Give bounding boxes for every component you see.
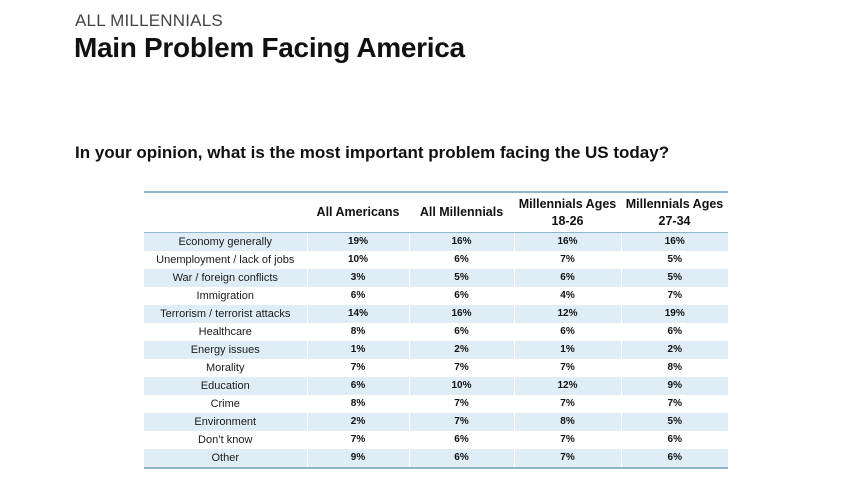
table-row: War / foreign conflicts 3% 5% 6% 5% — [144, 269, 728, 287]
value-all-americans: 7% — [306, 431, 409, 449]
value-millennials-18-26: 7% — [513, 395, 621, 413]
row-label: Other — [144, 449, 307, 469]
value-millennials-18-26: 6% — [513, 269, 621, 287]
survey-question: In your opinion, what is the most import… — [75, 143, 670, 162]
value-millennials-27-34: 8% — [620, 359, 728, 377]
row-label: Crime — [210, 398, 240, 410]
table-row: Education 6% 10% 12% 9% — [144, 377, 728, 395]
table-row: Healthcare 8% 6% 6% 6% — [144, 323, 728, 341]
section-kicker: ALL MILLENNIALS — [75, 11, 223, 30]
value-millennials-27-34: 5% — [620, 269, 728, 287]
value-all-americans: 14% — [306, 305, 409, 323]
value-millennials-18-26: 12% — [513, 305, 621, 323]
value-all-millennials: 5% — [408, 269, 514, 287]
value-all-americans: 8% — [306, 323, 409, 341]
value-all-americans: 9% — [306, 449, 409, 469]
row-label: Terrorism / terrorist attacks — [144, 305, 307, 323]
value-all-millennials: 6% — [408, 431, 514, 449]
value-millennials-27-34: 2% — [620, 341, 728, 359]
value-all-millennials: 6% — [408, 251, 514, 269]
table-row: Environment 2% 7% 8% 5% — [144, 413, 728, 431]
table-header-row: All Americans All Millennials Millennial… — [144, 192, 728, 233]
row-label: Healthcare — [198, 326, 252, 338]
row-label: Immigration — [196, 290, 254, 302]
row-label: Don’t know — [198, 434, 253, 446]
row-label: Unemployment / lack of jobs — [156, 254, 295, 266]
table-body: Economy generally 19% 16% 16% 16% Unemploymen… — [144, 232, 728, 469]
value-millennials-18-26: 8% — [513, 413, 621, 431]
results-table: All Americans All Millennials Millennial… — [144, 191, 728, 469]
value-millennials-27-34: 16% — [620, 232, 728, 251]
value-millennials-27-34: 5% — [620, 251, 728, 269]
row-label: Economy generally — [144, 232, 307, 251]
value-millennials-27-34: 6% — [620, 449, 728, 469]
value-all-millennials: 2% — [408, 341, 514, 359]
value-all-millennials: 6% — [408, 287, 514, 305]
value-all-americans: 7% — [306, 359, 409, 377]
value-all-americans: 19% — [306, 232, 409, 251]
value-millennials-18-26: 16% — [513, 232, 621, 251]
row-label: Environment — [144, 413, 307, 431]
value-millennials-27-34: 7% — [620, 395, 728, 413]
column-header-all-americans: All Americans — [307, 192, 409, 233]
column-header-label — [144, 192, 307, 233]
table-row: Energy issues 1% 2% 1% 2% — [144, 341, 728, 359]
value-all-americans: 10% — [306, 251, 409, 269]
value-millennials-18-26: 7% — [513, 359, 621, 377]
value-all-americans: 6% — [306, 377, 409, 395]
row-label: Education — [144, 377, 307, 395]
value-millennials-27-34: 6% — [620, 431, 728, 449]
value-millennials-27-34: 5% — [620, 413, 728, 431]
value-millennials-18-26: 6% — [513, 323, 621, 341]
value-millennials-18-26: 7% — [513, 449, 621, 469]
table-row: Immigration 6% 6% 4% 7% — [144, 287, 728, 305]
value-all-millennials: 7% — [408, 359, 514, 377]
value-all-millennials: 7% — [408, 395, 514, 413]
value-millennials-18-26: 1% — [513, 341, 621, 359]
value-all-millennials: 6% — [408, 449, 514, 469]
value-all-millennials: 7% — [408, 413, 514, 431]
value-millennials-18-26: 4% — [513, 287, 621, 305]
table-row: Don’t know 7% 6% 7% 6% — [144, 431, 728, 449]
value-all-americans: 2% — [306, 413, 409, 431]
table-row: Other 9% 6% 7% 6% — [144, 449, 728, 469]
row-label: Morality — [205, 362, 245, 374]
value-millennials-27-34: 7% — [620, 287, 728, 305]
column-header-millennials-27-34: Millennials Ages 27-34 — [621, 192, 728, 233]
value-all-millennials: 16% — [408, 232, 514, 251]
value-millennials-27-34: 6% — [620, 323, 728, 341]
table-row: Crime 8% 7% 7% 7% — [144, 395, 728, 413]
value-millennials-18-26: 7% — [513, 431, 621, 449]
column-header-millennials-18-26: Millennials Ages 18-26 — [514, 192, 621, 233]
value-millennials-18-26: 12% — [513, 377, 621, 395]
value-millennials-27-34: 9% — [620, 377, 728, 395]
table-row: Economy generally 19% 16% 16% 16% — [144, 232, 728, 251]
value-millennials-18-26: 7% — [513, 251, 621, 269]
table-row: Unemployment / lack of jobs 10% 6% 7% 5% — [144, 251, 728, 269]
page-title: Main Problem Facing America — [74, 32, 465, 63]
column-header-all-millennials: All Millennials — [409, 192, 514, 233]
value-all-americans: 1% — [306, 341, 409, 359]
value-all-americans: 3% — [306, 269, 409, 287]
table-row: Morality 7% 7% 7% 8% — [144, 359, 728, 377]
row-label: Energy issues — [144, 341, 307, 359]
value-all-millennials: 6% — [408, 323, 514, 341]
table-row: Terrorism / terrorist attacks 14% 16% 12% 19… — [144, 305, 728, 323]
value-all-millennials: 16% — [408, 305, 514, 323]
value-millennials-27-34: 19% — [620, 305, 728, 323]
value-all-americans: 8% — [306, 395, 409, 413]
row-label: War / foreign conflicts — [144, 269, 307, 287]
value-all-americans: 6% — [306, 287, 409, 305]
value-all-millennials: 10% — [408, 377, 514, 395]
